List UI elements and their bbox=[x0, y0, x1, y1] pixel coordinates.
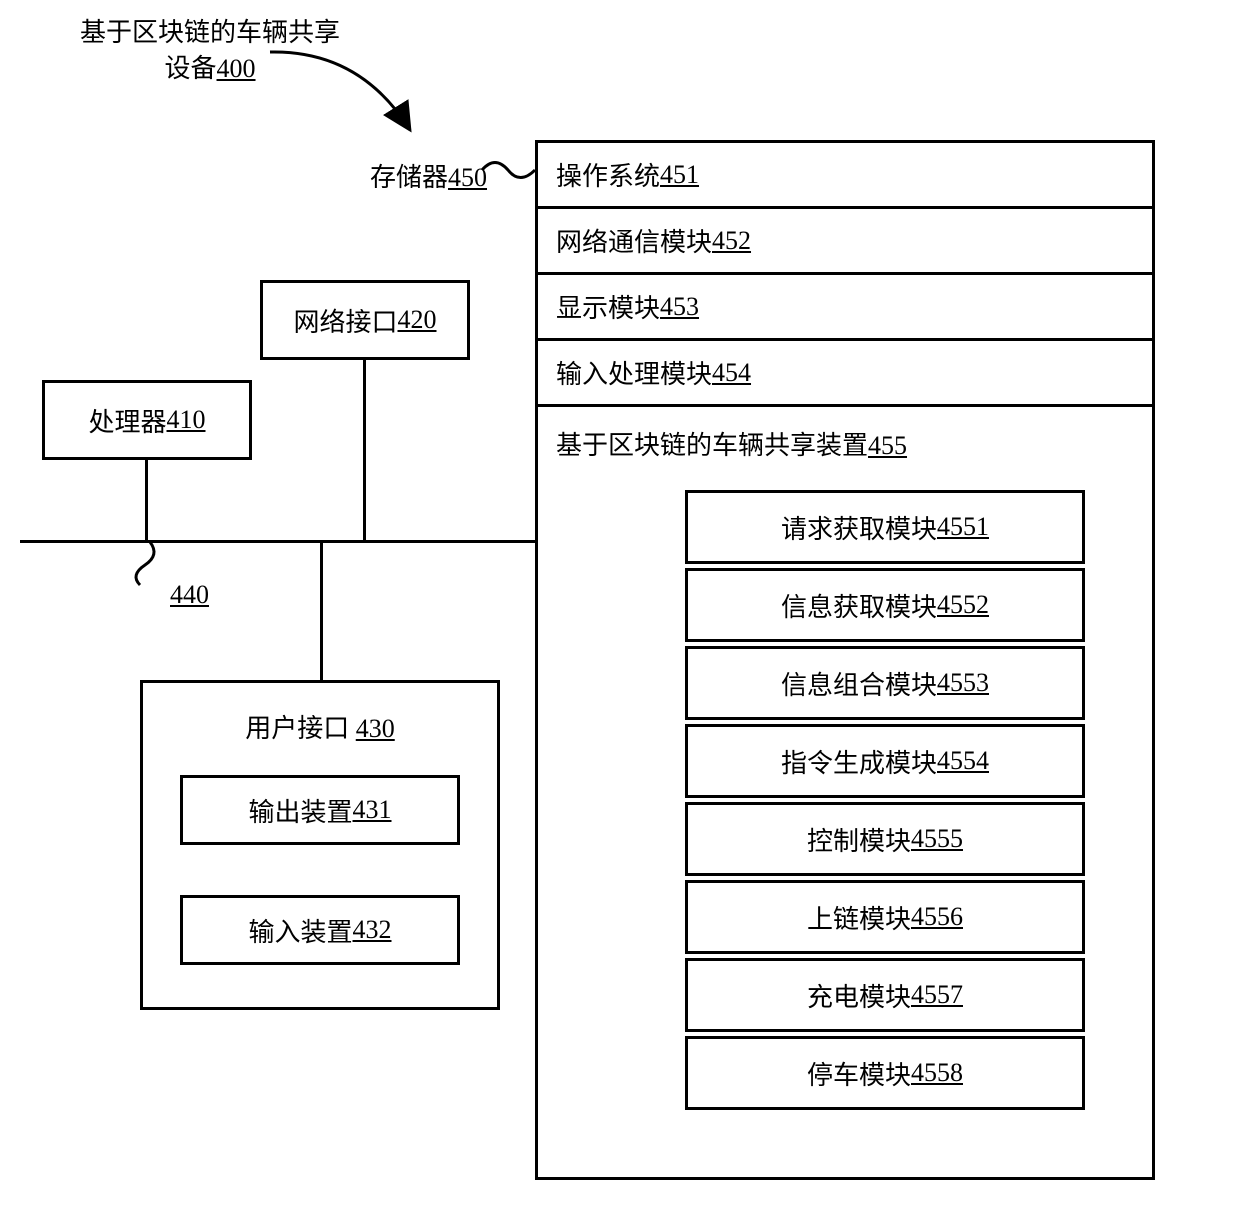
sub-module: 停车模块4558 bbox=[685, 1036, 1085, 1110]
user-if-ref: 430 bbox=[356, 714, 395, 743]
line-processor-bus bbox=[145, 460, 148, 540]
processor-box: 处理器 410 bbox=[42, 380, 252, 460]
bus-squiggle bbox=[115, 540, 175, 590]
memory-squiggle bbox=[480, 150, 540, 190]
sub-modules-container: 请求获取模块4551 信息获取模块4552 信息组合模块4553 指令生成模块4… bbox=[556, 490, 1134, 1110]
network-if-ref: 420 bbox=[398, 305, 437, 335]
mem-row-os: 操作系统 451 bbox=[538, 143, 1152, 209]
input-dev-label: 输入装置 bbox=[248, 912, 352, 949]
network-interface-box: 网络接口420 bbox=[260, 280, 470, 360]
line-bus-userif bbox=[320, 543, 323, 680]
sub-module: 充电模块4557 bbox=[685, 958, 1085, 1032]
output-dev-ref: 431 bbox=[353, 795, 392, 825]
sub-module: 请求获取模块4551 bbox=[685, 490, 1085, 564]
sub-module: 信息组合模块4553 bbox=[685, 646, 1085, 720]
sub-module: 信息获取模块4552 bbox=[685, 568, 1085, 642]
mem-row-device455: 基于区块链的车辆共享装置455 请求获取模块4551 信息获取模块4552 信息… bbox=[538, 407, 1152, 1110]
mem-row-netcomm: 网络通信模块452 bbox=[538, 209, 1152, 275]
mem-row-input: 输入处理模块 454 bbox=[538, 341, 1152, 407]
bus-line bbox=[20, 540, 535, 543]
title-line2-prefix: 设备 bbox=[165, 54, 217, 83]
processor-ref: 410 bbox=[167, 405, 206, 435]
sub-module: 上链模块4556 bbox=[685, 880, 1085, 954]
input-dev-ref: 432 bbox=[353, 915, 392, 945]
output-dev-label: 输出装置 bbox=[248, 792, 352, 829]
memory-label: 存储器450 bbox=[370, 157, 487, 194]
sub-module: 控制模块4555 bbox=[685, 802, 1085, 876]
line-network-bus bbox=[363, 360, 366, 540]
output-device-box: 输出装置 431 bbox=[180, 775, 460, 845]
memory-box: 操作系统 451 网络通信模块452 显示模块 453 输入处理模块 454 基… bbox=[535, 140, 1155, 1180]
user-interface-box: 用户接口 430 输出装置 431 输入装置 432 bbox=[140, 680, 500, 1010]
title-ref: 400 bbox=[217, 54, 256, 83]
mem-row-display: 显示模块 453 bbox=[538, 275, 1152, 341]
sub-module: 指令生成模块4554 bbox=[685, 724, 1085, 798]
network-if-label: 网络接口 bbox=[293, 302, 397, 339]
input-device-box: 输入装置 432 bbox=[180, 895, 460, 965]
title-arrow bbox=[260, 40, 440, 150]
user-if-label: 用户接口 bbox=[245, 714, 356, 743]
bus-ref-label: 440 bbox=[170, 580, 209, 610]
processor-label: 处理器 bbox=[88, 402, 166, 439]
